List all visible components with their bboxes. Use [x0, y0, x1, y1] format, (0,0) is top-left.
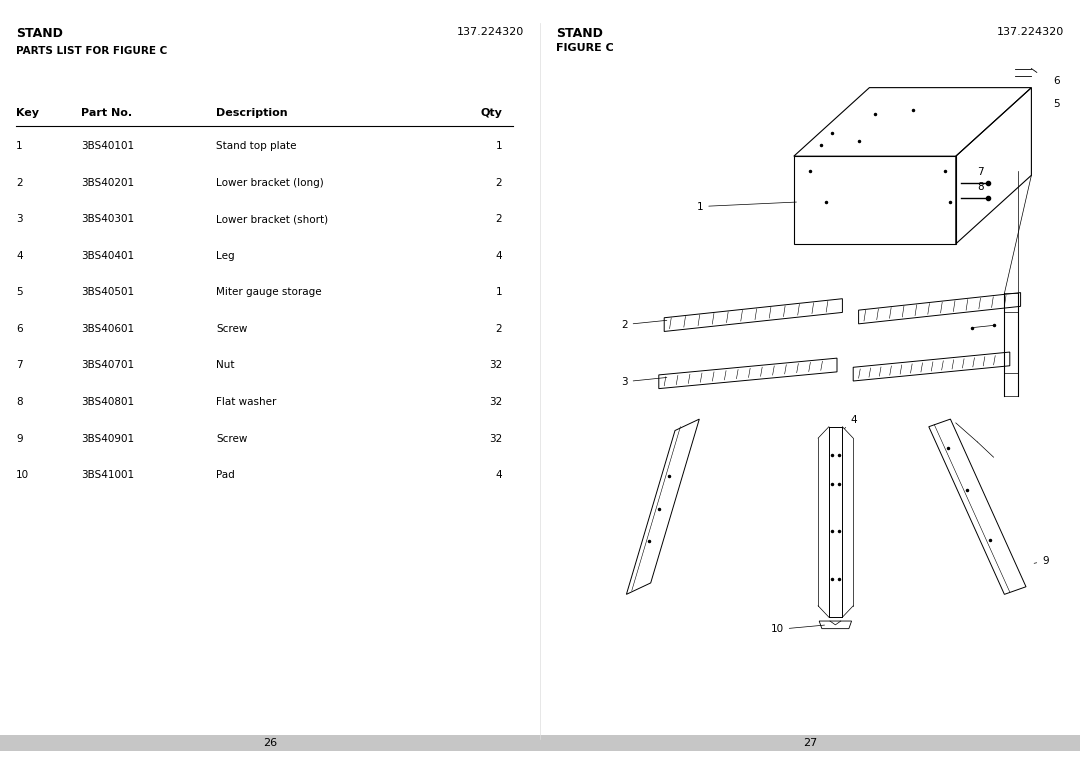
Text: Screw: Screw: [216, 324, 247, 334]
Text: 3BS40201: 3BS40201: [81, 178, 134, 187]
Text: 4: 4: [496, 251, 502, 261]
Text: 1: 1: [16, 141, 23, 151]
Text: 3BS41001: 3BS41001: [81, 470, 134, 480]
Text: Flat washer: Flat washer: [216, 397, 276, 407]
Text: Pad: Pad: [216, 470, 234, 480]
Text: 5: 5: [16, 287, 23, 297]
Text: Leg: Leg: [216, 251, 234, 261]
Text: 1: 1: [496, 141, 502, 151]
Text: 4: 4: [845, 415, 858, 429]
Text: Screw: Screw: [216, 434, 247, 443]
Text: 1: 1: [697, 202, 796, 212]
Text: 4: 4: [496, 470, 502, 480]
Text: Miter gauge storage: Miter gauge storage: [216, 287, 322, 297]
Text: 137.224320: 137.224320: [997, 27, 1064, 37]
Text: 32: 32: [489, 397, 502, 407]
Text: 2: 2: [16, 178, 23, 187]
Text: 2: 2: [496, 324, 502, 334]
Text: 8: 8: [977, 183, 984, 193]
Text: STAND: STAND: [16, 27, 63, 40]
Text: FIGURE C: FIGURE C: [556, 43, 613, 53]
Text: 2: 2: [496, 214, 502, 224]
Text: 3BS40301: 3BS40301: [81, 214, 134, 224]
Text: 8: 8: [16, 397, 23, 407]
Text: 1: 1: [496, 287, 502, 297]
Text: Qty: Qty: [481, 108, 502, 118]
Text: 3BS40901: 3BS40901: [81, 434, 134, 443]
Text: 2: 2: [621, 320, 666, 330]
Text: STAND: STAND: [556, 27, 603, 40]
Text: 3: 3: [16, 214, 23, 224]
Text: 9: 9: [16, 434, 23, 443]
Text: 32: 32: [489, 434, 502, 443]
Text: 3: 3: [621, 377, 666, 387]
Text: 26: 26: [262, 738, 278, 748]
Text: 6: 6: [1053, 76, 1059, 86]
Text: 137.224320: 137.224320: [457, 27, 524, 37]
Text: 3BS40701: 3BS40701: [81, 360, 134, 370]
Text: 7: 7: [16, 360, 23, 370]
Text: Lower bracket (short): Lower bracket (short): [216, 214, 328, 224]
Text: Lower bracket (long): Lower bracket (long): [216, 178, 324, 187]
Text: 3BS40101: 3BS40101: [81, 141, 134, 151]
Text: 2: 2: [496, 178, 502, 187]
Text: 10: 10: [771, 625, 824, 635]
Text: 6: 6: [16, 324, 23, 334]
Text: 3BS40401: 3BS40401: [81, 251, 134, 261]
Text: 5: 5: [1053, 99, 1059, 109]
Text: 9: 9: [1035, 556, 1049, 566]
Text: 7: 7: [977, 168, 984, 178]
Text: Stand top plate: Stand top plate: [216, 141, 297, 151]
Text: Part No.: Part No.: [81, 108, 132, 118]
Text: PARTS LIST FOR FIGURE C: PARTS LIST FOR FIGURE C: [16, 46, 167, 56]
Text: 32: 32: [489, 360, 502, 370]
Text: 3BS40801: 3BS40801: [81, 397, 134, 407]
Text: 10: 10: [16, 470, 29, 480]
Text: Description: Description: [216, 108, 287, 118]
Text: 3BS40601: 3BS40601: [81, 324, 134, 334]
Text: 27: 27: [802, 738, 818, 748]
Text: Key: Key: [16, 108, 39, 118]
Text: 3BS40501: 3BS40501: [81, 287, 134, 297]
Text: Nut: Nut: [216, 360, 234, 370]
Text: 4: 4: [16, 251, 23, 261]
